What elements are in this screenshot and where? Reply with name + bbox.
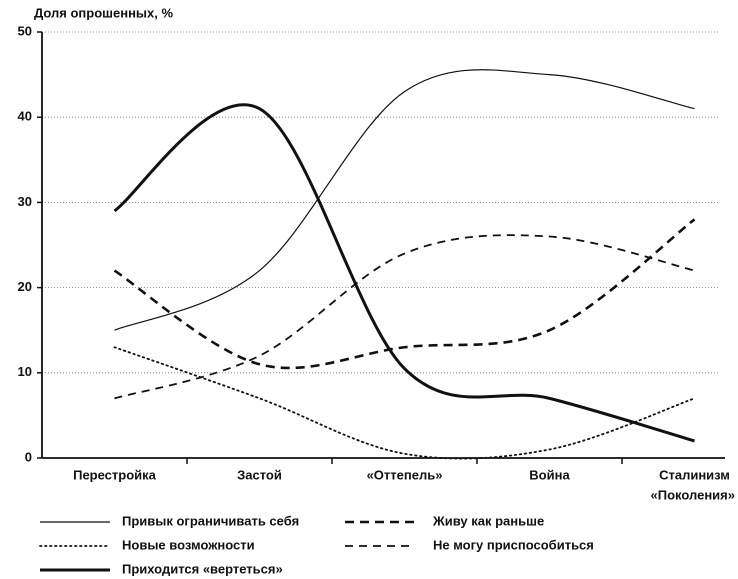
y-tick-label: 10 [18,364,32,379]
legend-label: Не могу приспособиться [433,537,594,552]
y-tick-label: 50 [18,23,32,38]
y-tick-label: 30 [18,194,32,209]
series-line [114,234,695,400]
x-tick-label: Застой [237,467,282,482]
x-tick-label: «Оттепель» [367,467,443,482]
legend-label: Живу как раньше [432,513,544,528]
legend-label: Новые возможности [122,537,255,552]
x-tick-label: Сталинизм [659,467,730,482]
series-line [113,103,695,443]
legend-label: Приходится «вертеться» [122,561,283,576]
x-tick-label: Война [529,467,570,482]
y-axis-label: Доля опрошенных, % [34,5,173,20]
x-axis-label: «Поколения» [651,487,735,502]
x-tick-label: Перестройка [73,467,157,482]
y-tick-label: 20 [18,279,32,294]
y-tick-label: 40 [18,109,32,124]
y-tick-label: 0 [25,449,32,464]
legend-label: Привык ограничивать себя [122,513,299,528]
series-line [113,346,696,460]
series-line [113,218,696,370]
series-line [114,69,695,331]
